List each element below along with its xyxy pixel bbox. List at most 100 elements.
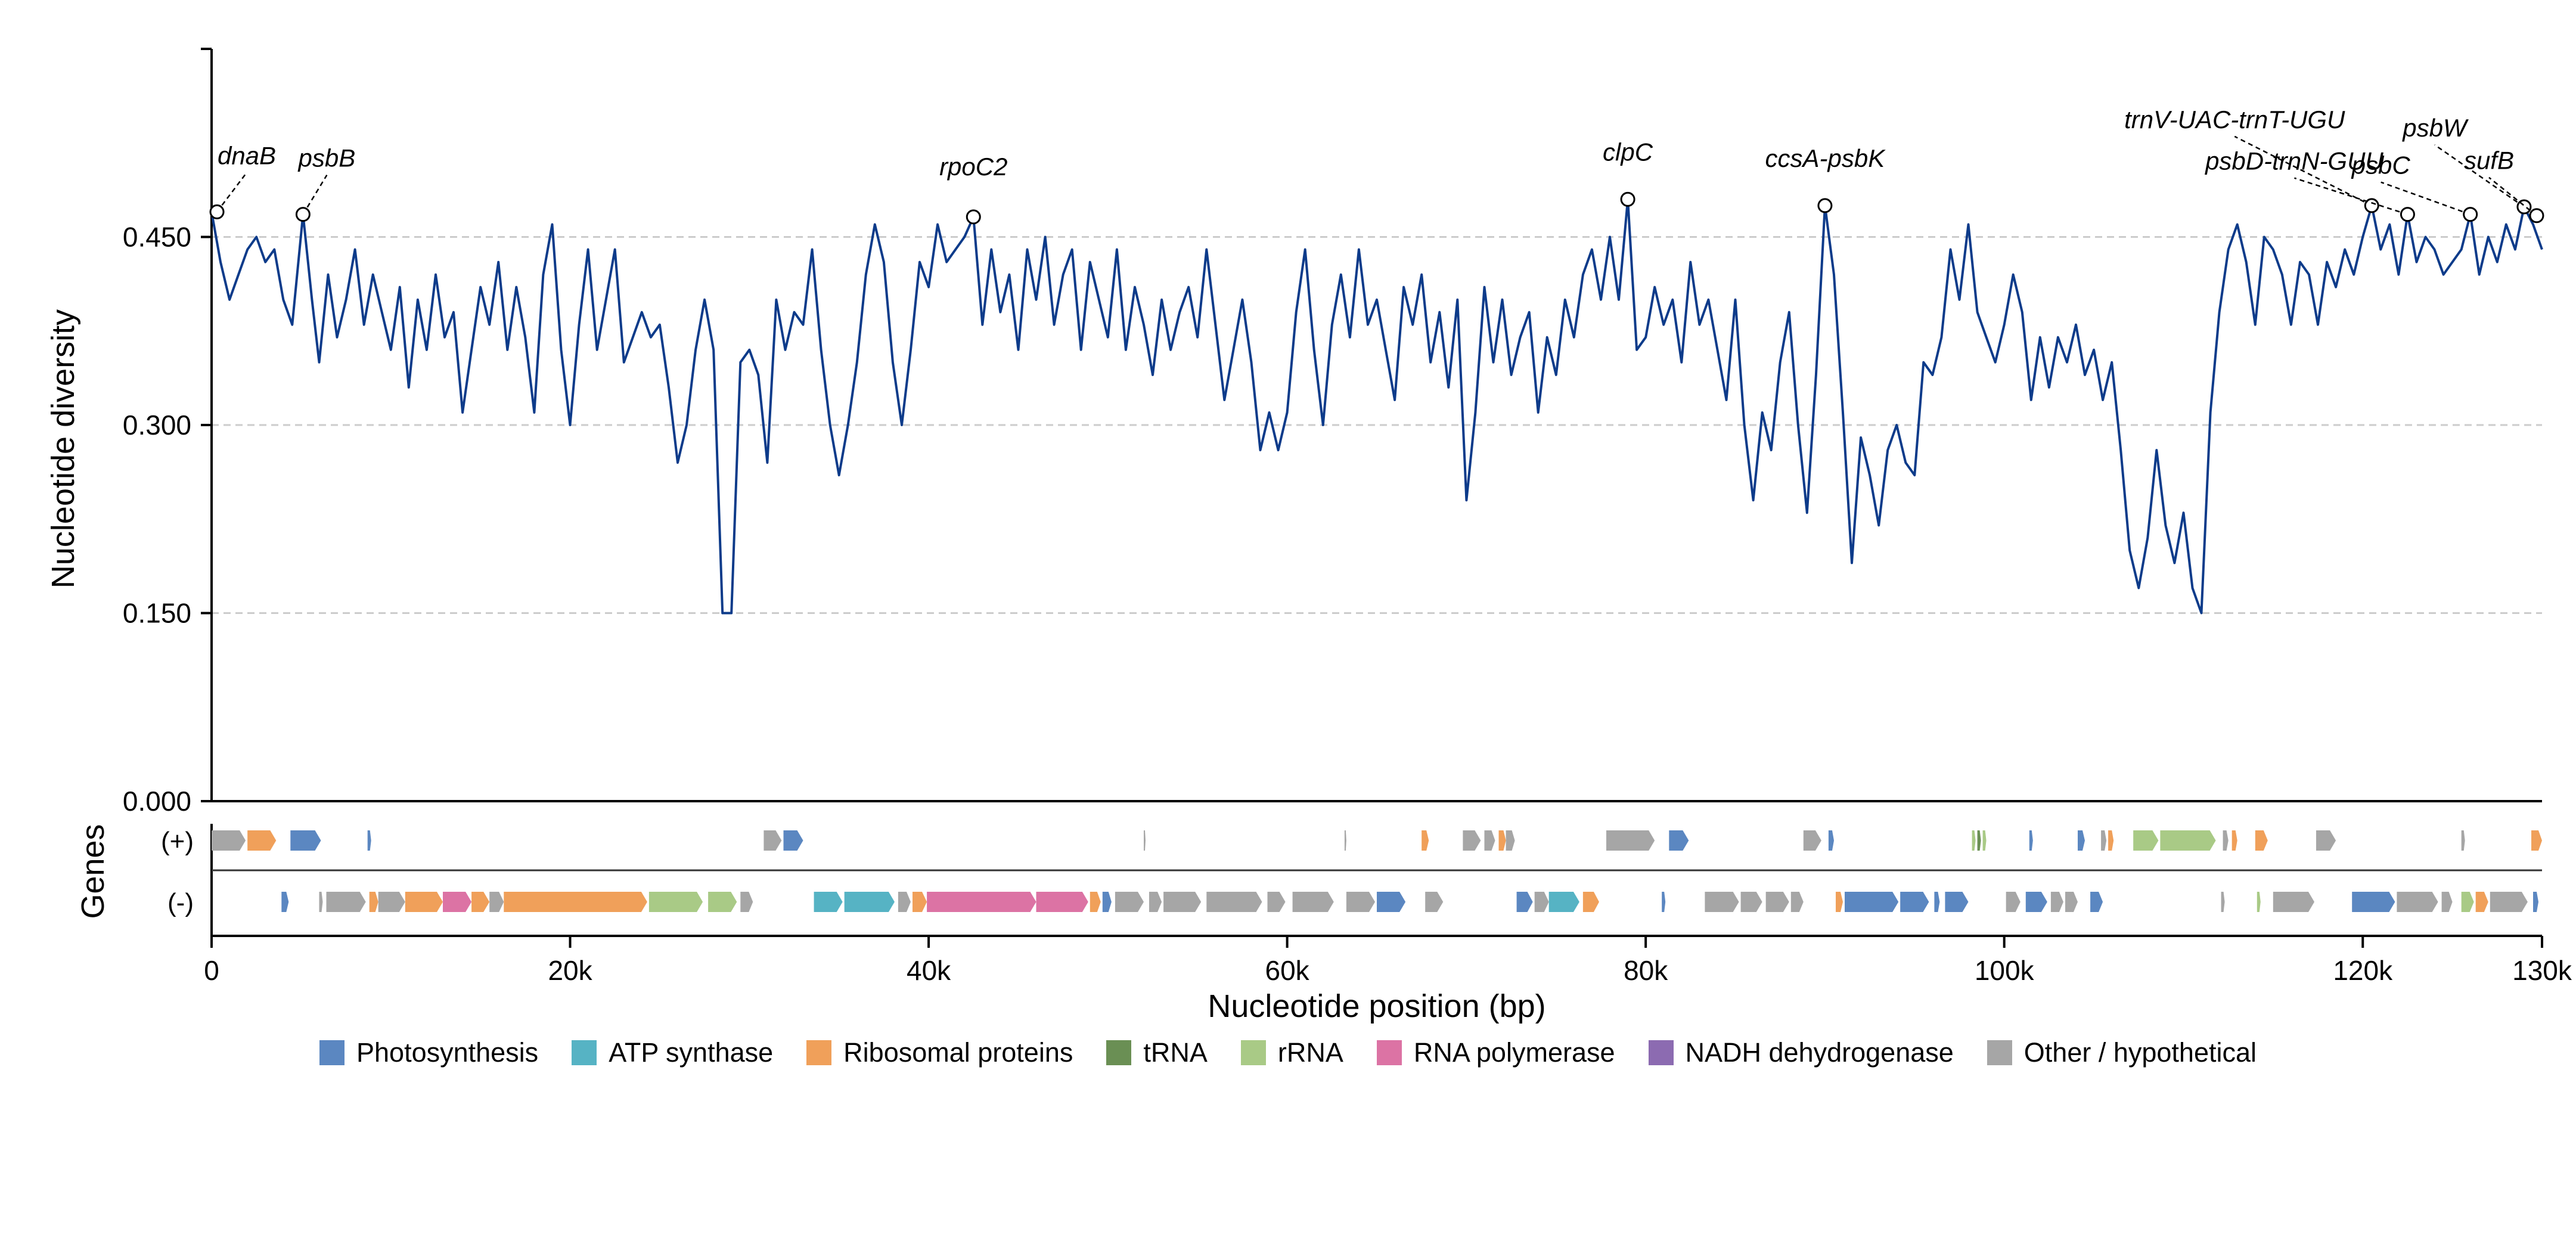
peak-marker [2400, 207, 2415, 222]
gene-minus-strand [740, 892, 753, 912]
legend-swatch [1376, 1040, 1402, 1065]
annotation-label: trnV-UAC-trnT-UGU [2124, 106, 2345, 134]
gene-minus-strand [898, 892, 911, 912]
legend-label: Other / hypothetical [2023, 1037, 2257, 1068]
annotation-leader [2381, 181, 2471, 215]
gene-plus-strand [783, 830, 803, 851]
legend-swatch [1240, 1040, 1266, 1065]
minus-strand-label: (-) [167, 888, 194, 917]
gene-plus-strand [367, 830, 371, 851]
gene-minus-strand [1206, 892, 1262, 912]
legend: Photosynthesis ATP synthase Ribosomal prot… [0, 1037, 2576, 1068]
gene-track-title: Genes [75, 824, 111, 919]
gene-minus-strand [2006, 892, 2021, 912]
annotation-label: psbB [297, 144, 356, 172]
gene-minus-strand [2025, 892, 2047, 912]
gene-minus-strand [319, 892, 323, 912]
y-axis-title: Nucleotide diversity [45, 309, 81, 588]
gene-minus-strand [1900, 892, 1929, 912]
legend-label: ATP synthase [609, 1037, 774, 1068]
gene-minus-strand [927, 892, 1036, 912]
annotation-label: psbW [2401, 114, 2469, 142]
gene-minus-strand [326, 892, 366, 912]
legend-item: RNA polymerase [1376, 1037, 1615, 1068]
legend-label: rRNA [1277, 1037, 1343, 1068]
legend-item: Photosynthesis [319, 1037, 538, 1068]
legend-swatch [1987, 1040, 2012, 1065]
gene-minus-strand [369, 892, 378, 912]
legend-label: NADH dehydrogenase [1685, 1037, 1954, 1068]
annotation-label: sufB [2464, 147, 2514, 175]
gene-minus-strand [1115, 892, 1144, 912]
peak-marker [2463, 207, 2478, 222]
gene-plus-strand [2108, 830, 2114, 851]
gene-plus-strand [1669, 830, 1689, 851]
gene-minus-strand [1102, 892, 1112, 912]
x-tick-label: 130k [2512, 955, 2572, 986]
gene-minus-strand [2475, 892, 2488, 912]
legend-item: NADH dehydrogenase [1648, 1037, 1954, 1068]
x-tick-label: 80k [1624, 955, 1668, 986]
gene-plus-strand [1803, 830, 1821, 851]
gene-plus-strand [1498, 830, 1506, 851]
legend-swatch [806, 1040, 832, 1065]
y-tick-label: 0.300 [123, 410, 191, 441]
legend-label: tRNA [1143, 1037, 1208, 1068]
gene-plus-strand [1982, 830, 1987, 851]
x-tick-label: 120k [2333, 955, 2393, 986]
gene-minus-strand [471, 892, 490, 912]
gene-track [212, 830, 2542, 912]
y-tick-label: 0.450 [123, 222, 191, 253]
gene-minus-strand [2490, 892, 2528, 912]
x-tick-label: 60k [1265, 955, 1310, 986]
gene-plus-strand [1463, 830, 1481, 851]
gene-minus-strand [1036, 892, 1088, 912]
gene-plus-strand [2232, 830, 2237, 851]
gene-minus-strand [1790, 892, 1804, 912]
gene-minus-strand [2221, 892, 2225, 912]
legend-item: ATP synthase [572, 1037, 773, 1068]
gene-plus-strand [2133, 830, 2159, 851]
gene-plus-strand [1506, 830, 1515, 851]
gene-minus-strand [913, 892, 927, 912]
gene-plus-strand [1422, 830, 1429, 851]
annotation-label: dnaB [218, 141, 276, 169]
gene-minus-strand [1267, 892, 1286, 912]
annotation-leader [2234, 135, 2372, 207]
gene-minus-strand [2397, 892, 2438, 912]
gene-minus-strand [2441, 892, 2453, 912]
gene-minus-strand [1662, 892, 1666, 912]
peak-marker [209, 204, 225, 219]
legend-item: tRNA [1106, 1037, 1208, 1068]
gene-minus-strand [281, 892, 289, 912]
x-tick-label: 40k [907, 955, 951, 986]
gene-minus-strand [1163, 892, 1202, 912]
gene-minus-strand [378, 892, 405, 912]
x-tick-label: 100k [1975, 955, 2035, 986]
axis-labels: 0.000 0.150 0.300 0.450 0 20k 40k 60k 80k 100k 120… [45, 222, 2572, 1025]
gene-plus-strand [2101, 830, 2107, 851]
gene-plus-strand [1977, 830, 1981, 851]
gene-plus-strand [290, 830, 321, 851]
grid-lines [212, 236, 2542, 614]
gene-minus-strand [708, 892, 737, 912]
legend-item: Ribosomal proteins [806, 1037, 1073, 1068]
gene-minus-strand [1090, 892, 1101, 912]
annotation-label: clpC [1603, 138, 1653, 166]
peak-marker [966, 209, 981, 225]
peak-marker [1620, 191, 1635, 207]
gene-minus-strand [1149, 892, 1162, 912]
annotation-leader [2294, 177, 2408, 215]
legend-swatch [1648, 1040, 1674, 1065]
peak-marker [2529, 208, 2544, 224]
peak-marker [2364, 198, 2379, 213]
gene-minus-strand [648, 892, 703, 912]
gene-plus-strand [2316, 830, 2336, 851]
gene-plus-strand [2531, 830, 2542, 851]
gene-minus-strand [2050, 892, 2063, 912]
axes [201, 48, 2543, 948]
gene-minus-strand [1534, 892, 1549, 912]
gene-minus-strand [405, 892, 443, 912]
y-tick-label: 0.150 [123, 598, 191, 629]
annotation-leader [2434, 144, 2525, 208]
